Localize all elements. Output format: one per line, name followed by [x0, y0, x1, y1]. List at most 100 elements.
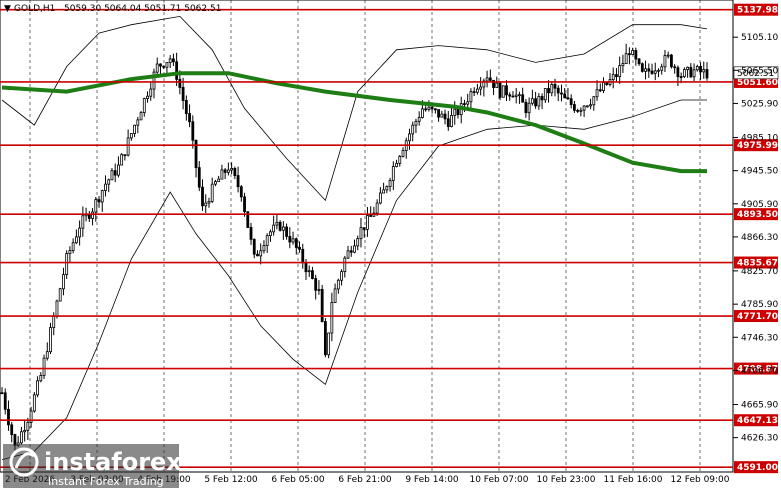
candle-body: [686, 66, 689, 70]
candle-body: [524, 101, 528, 114]
level-label-box: [734, 208, 778, 221]
candle-body: [650, 70, 654, 74]
candle-body: [573, 104, 576, 111]
candle-body: [631, 50, 635, 55]
candle-body: [663, 55, 667, 68]
candle-body: [353, 245, 356, 253]
candle: [501, 85, 505, 98]
moving-average-line: [1, 71, 707, 174]
candle: [624, 43, 628, 64]
candle-body: [427, 106, 431, 110]
candle: [385, 185, 389, 194]
candle-body: [55, 300, 59, 317]
candle: [204, 194, 208, 214]
candle-body: [340, 271, 343, 281]
y-tick-label: 5105.10: [741, 33, 778, 43]
candle: [327, 332, 331, 359]
candle-body: [207, 201, 211, 204]
candle-body: [301, 248, 305, 264]
candle-body: [676, 67, 680, 77]
candle: [32, 392, 36, 413]
candle-body: [74, 236, 78, 244]
candle: [644, 60, 647, 80]
candle-body: [618, 65, 622, 78]
candle: [291, 231, 295, 245]
x-tick-label: 9 Feb 14:00: [405, 475, 459, 485]
candle-body: [382, 189, 386, 194]
level-label-box: [734, 414, 778, 427]
x-tick-label: 11 Feb 16:00: [603, 475, 662, 485]
candle-body: [446, 118, 450, 127]
candle-body: [45, 351, 49, 359]
candle: [175, 52, 179, 86]
candle-body: [327, 332, 331, 356]
candle-body: [49, 327, 52, 353]
candle: [469, 88, 473, 109]
candle: [618, 56, 622, 84]
candle-body: [304, 262, 308, 273]
candle: [129, 133, 133, 141]
current-price-label: 5062.51: [737, 69, 774, 79]
candle: [615, 68, 618, 83]
candle: [0, 387, 4, 395]
candle-body: [537, 96, 541, 107]
candle: [171, 53, 175, 67]
candle: [94, 196, 98, 222]
candle: [366, 206, 369, 237]
candle: [443, 109, 447, 125]
candle-body: [356, 238, 360, 247]
candle: [631, 47, 635, 56]
candle-body: [395, 162, 398, 167]
candle-body: [42, 357, 46, 376]
y-tick-label: 4785.90: [741, 300, 778, 310]
triangle-icon: ▼: [4, 4, 11, 14]
candle-body: [414, 120, 418, 126]
candle: [159, 63, 162, 75]
candle-body: [479, 86, 483, 90]
candle: [582, 105, 586, 118]
candle: [353, 239, 356, 254]
candle-body: [611, 74, 615, 80]
candle-body: [291, 238, 295, 243]
candle: [411, 121, 415, 142]
candle-body: [133, 124, 136, 134]
candle-body: [78, 227, 82, 238]
candle-body: [624, 53, 628, 64]
candle-body: [62, 274, 65, 290]
candle-body: [453, 108, 457, 116]
x-tick-label: 6 Feb 21:00: [338, 475, 392, 485]
candle: [133, 124, 136, 138]
candle: [81, 206, 85, 237]
level-label-box: [734, 362, 778, 375]
candle: [556, 85, 560, 102]
candle: [682, 67, 686, 79]
candle: [414, 118, 418, 134]
candle: [184, 95, 188, 121]
candle: [191, 115, 195, 149]
candle: [91, 208, 94, 226]
candle-body: [323, 321, 327, 356]
candle: [511, 91, 515, 98]
candle-body: [673, 66, 677, 69]
candle: [214, 179, 217, 187]
candle-body: [689, 66, 693, 78]
candle: [657, 68, 660, 78]
candle-body: [388, 180, 392, 188]
bollinger-bands: [1, 15, 708, 460]
candle-body: [97, 199, 101, 203]
candle: [269, 229, 272, 242]
candle-body: [123, 154, 127, 157]
candle-body: [576, 109, 580, 112]
candle-body: [317, 288, 321, 291]
candle: [62, 267, 65, 296]
candle-body: [450, 115, 453, 127]
candle: [359, 217, 363, 248]
candle-body: [223, 169, 227, 173]
candle-body: [343, 257, 347, 273]
candle-body: [239, 186, 243, 198]
candle: [424, 104, 428, 112]
candle-body: [511, 95, 515, 98]
candle: [356, 235, 360, 251]
candle: [537, 93, 541, 110]
candle: [39, 372, 43, 383]
